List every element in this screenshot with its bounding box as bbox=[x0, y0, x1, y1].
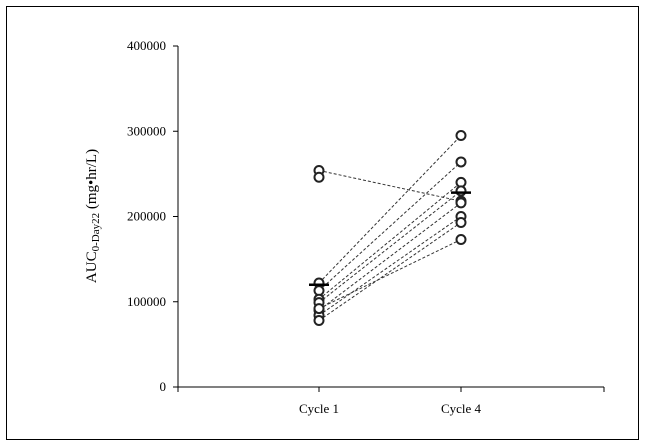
pair-line bbox=[318, 135, 462, 284]
pair-line bbox=[318, 239, 462, 310]
pair-line bbox=[318, 161, 462, 292]
y-axis-title: AUC0-Day22 (mg•hr/L) bbox=[84, 149, 102, 283]
data-point-cycle4 bbox=[455, 234, 467, 246]
data-point-cycle1 bbox=[313, 303, 325, 315]
data-point-cycle4 bbox=[455, 130, 467, 142]
chart-frame bbox=[6, 6, 639, 440]
y-tick-label: 200000 bbox=[127, 209, 166, 224]
pair-line bbox=[318, 169, 462, 202]
data-point-cycle1 bbox=[313, 315, 325, 327]
x-category-label: Cycle 4 bbox=[441, 401, 482, 416]
pair-line bbox=[318, 190, 462, 303]
pair-line bbox=[318, 216, 462, 316]
y-tick-label: 0 bbox=[160, 379, 167, 394]
y-tick-label: 300000 bbox=[127, 123, 166, 138]
y-tick-label: 100000 bbox=[127, 294, 166, 309]
pair-lines bbox=[318, 135, 462, 321]
pair-line bbox=[318, 202, 462, 311]
y-axis-title-main: AUC bbox=[84, 251, 100, 283]
data-point-cycle1 bbox=[313, 171, 325, 183]
mean-markers bbox=[309, 191, 471, 286]
data-points bbox=[313, 130, 467, 327]
data-point-cycle4 bbox=[455, 216, 467, 228]
data-point-cycle4 bbox=[455, 156, 467, 168]
x-category-label: Cycle 1 bbox=[299, 401, 339, 416]
pair-line bbox=[318, 222, 462, 321]
y-axis-title-subscript: 0-Day22 bbox=[90, 213, 102, 252]
data-point-cycle4 bbox=[455, 185, 467, 197]
y-tick-label: 400000 bbox=[127, 38, 166, 53]
y-axis-title-units: (mg•hr/L) bbox=[84, 149, 100, 213]
pair-line bbox=[318, 182, 462, 300]
data-point-cycle4 bbox=[455, 197, 467, 209]
axes: 0 100000 200000 300000 400000 Cycle 1 Cycle 4 bbox=[127, 38, 605, 416]
